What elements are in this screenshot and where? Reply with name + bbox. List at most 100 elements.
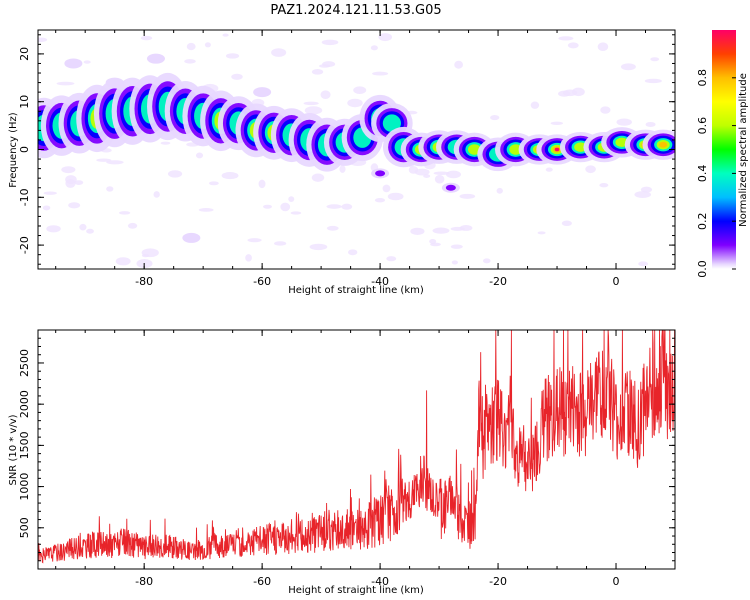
spectrogram-noise: [537, 231, 546, 235]
spectrogram-noise: [454, 60, 464, 69]
snr-series-line: [38, 330, 675, 564]
colorbar: 0.0 0.2 0.4 0.6 0.8 Normalized spectral ampl…: [696, 30, 749, 278]
spectrogram-noise: [459, 193, 476, 199]
spectrogram-noise: [304, 106, 323, 115]
spectrogram-noise: [79, 223, 87, 231]
spectrogram-xtick-label: -20: [489, 275, 507, 288]
spectrogram-noise: [311, 173, 325, 182]
spectrogram-noise: [86, 228, 94, 234]
spectrogram-noise: [42, 205, 51, 211]
spectrogram-noise: [247, 238, 262, 243]
spectrogram-noise: [106, 186, 114, 192]
spectrogram-ytick-label: 20: [18, 47, 31, 61]
spectrogram-noise: [567, 42, 579, 49]
spectrogram-noise: [221, 172, 239, 180]
spectrogram-noise: [423, 174, 431, 178]
spectrogram-noise: [348, 249, 358, 256]
spectrogram-noise: [74, 180, 84, 186]
spectrogram-noise: [153, 191, 160, 198]
spectrogram-noise: [208, 181, 219, 186]
spectrogram-noise: [616, 118, 632, 126]
spectrogram-noise: [184, 59, 196, 64]
spectrogram-noise: [433, 171, 450, 176]
spectrogram-ytick-label: 10: [18, 95, 31, 109]
spectrogram-noise: [450, 226, 465, 231]
spectrogram-noise: [347, 98, 363, 108]
snr-panel: -80 -60 -40 -20 0 500 1000 1500 2000 2500 Height …: [8, 329, 676, 596]
spectrogram-noise: [204, 42, 211, 48]
spectrogram-noise: [558, 36, 574, 41]
spectrogram-ytick-label: 0: [18, 146, 31, 153]
spectrogram-cell: [642, 129, 675, 160]
spectrogram-noise: [353, 86, 367, 94]
snr-xtick-label: -20: [489, 575, 507, 588]
spectrogram-noise: [290, 211, 302, 215]
spectrogram-noise: [450, 244, 463, 249]
spectrogram-noise: [370, 45, 378, 51]
spectrogram-noise: [562, 89, 578, 97]
spectrogram-noise: [490, 114, 500, 121]
spectrogram-noise: [599, 182, 609, 188]
colorbar-tick-label: 0.2: [696, 212, 709, 230]
spectrogram-noise: [387, 192, 404, 201]
spectrogram-noise: [429, 238, 437, 244]
snr-xtick-label: 0: [613, 575, 620, 588]
spectrogram-panel: -80 -60 -40 -20 0 -20 -10 0 10 20 Height of strai…: [8, 29, 676, 296]
spectrogram-blob: [441, 182, 460, 193]
spectrogram-noise: [38, 37, 48, 42]
spectrogram-noise: [309, 243, 328, 251]
snr-xtick-label: -40: [371, 575, 389, 588]
colorbar-ticks: 0.0 0.2 0.4 0.6 0.8: [696, 69, 736, 278]
spectrogram-noise: [311, 69, 324, 75]
spectrogram-noise: [600, 106, 611, 114]
spectrogram-xlabel: Height of straight line (km): [288, 285, 424, 296]
spectrogram-heatmap: [38, 30, 675, 269]
spectrogram-noise: [320, 90, 331, 99]
spectrogram-noise: [83, 60, 91, 64]
spectrogram-noise: [378, 33, 393, 42]
spectrogram-noise: [341, 203, 353, 210]
spectrogram-noise: [167, 170, 183, 178]
spectrogram-noise: [645, 121, 656, 127]
spectrogram-noise: [68, 202, 81, 209]
spectrogram-noise: [288, 196, 295, 202]
spectrogram-noise: [245, 254, 252, 262]
spectrogram-noise: [597, 42, 609, 52]
spectrogram-noise: [141, 254, 149, 258]
snr-xtick-label: -60: [253, 575, 271, 588]
spectrogram-noise: [432, 227, 450, 234]
snr-ytick-label: 2000: [18, 390, 31, 418]
spectrogram-noise: [65, 179, 76, 188]
spectrogram-noise: [127, 222, 138, 229]
colorbar-tick-label: 0.4: [696, 165, 709, 183]
spectrogram-noise: [326, 204, 342, 209]
spectrogram-noise: [225, 53, 240, 59]
spectrogram-noise: [339, 165, 346, 173]
spectrogram-xtick-label: -40: [371, 275, 389, 288]
spectrogram-ytick-label: -10: [18, 188, 31, 206]
snr-ytick-label: 1000: [18, 473, 31, 501]
spectrogram-noise: [258, 179, 266, 189]
spectrogram-blob: [105, 77, 124, 88]
spectrogram-xtick-label: -80: [135, 275, 153, 288]
spectrogram-noise: [650, 57, 660, 62]
snr-xlabel: Height of straight line (km): [288, 585, 424, 596]
spectrogram-noise: [321, 39, 339, 46]
spectrogram-noise: [280, 202, 291, 212]
spectrogram-blob: [146, 53, 165, 64]
snr-ytick-label: 500: [18, 517, 31, 538]
spectrogram-noise: [434, 174, 445, 184]
spectrogram-noise: [46, 225, 61, 233]
spectrogram-noise: [644, 78, 662, 84]
spectrogram-noise: [198, 208, 214, 212]
chart-title: PAZ1.2024.121.11.53.G05: [270, 3, 441, 18]
spectrogram-noise: [326, 225, 339, 231]
spectrogram-noise: [585, 165, 596, 174]
spectrogram-noise: [118, 211, 131, 215]
spectrogram-noise: [263, 204, 272, 209]
spectrogram-noise: [386, 256, 397, 262]
spectrogram-noise: [222, 33, 229, 37]
spectrogram-noise: [56, 81, 75, 86]
spectrogram-noise: [550, 121, 564, 125]
